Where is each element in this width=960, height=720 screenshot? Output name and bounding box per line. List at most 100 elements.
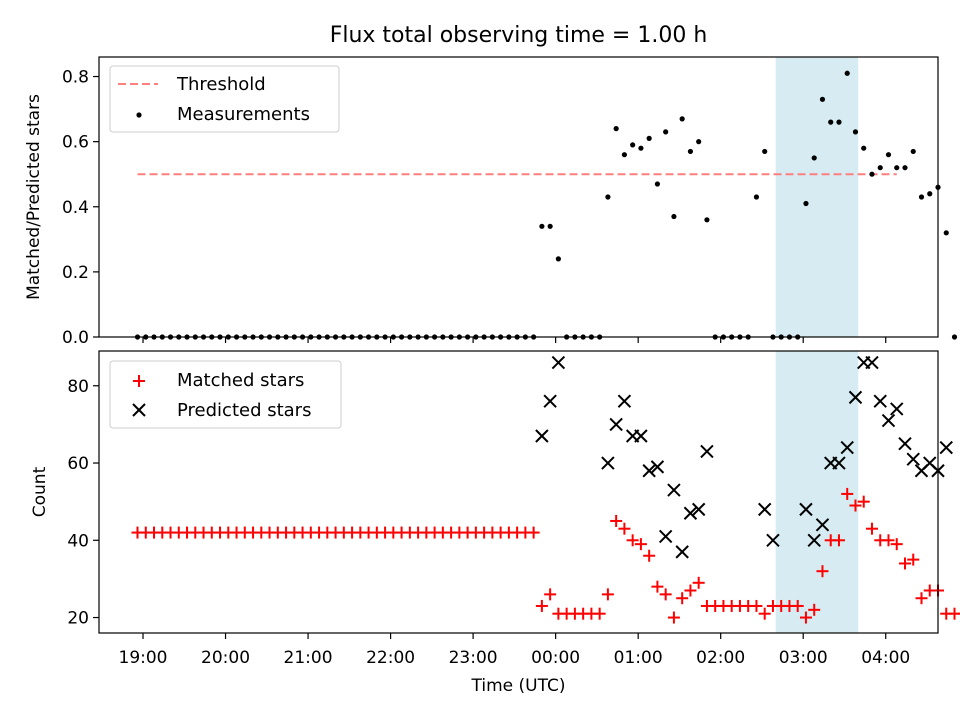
y-tick-label: 40 xyxy=(67,531,89,551)
measurement-point xyxy=(671,213,677,220)
measurement-point xyxy=(910,148,916,155)
measurement-point xyxy=(679,116,685,122)
predicted-star-marker xyxy=(832,456,846,470)
matched-star-marker xyxy=(634,538,647,551)
measurement-point xyxy=(811,155,817,161)
matched-star-marker xyxy=(758,607,771,620)
matched-star-marker xyxy=(832,534,845,547)
predicted-star-marker xyxy=(642,464,656,478)
predicted-star-marker xyxy=(815,518,830,532)
predicted-star-marker xyxy=(873,394,887,408)
measurement-point xyxy=(753,194,760,200)
matched-star-marker xyxy=(692,576,705,589)
y-tick-label: 60 xyxy=(67,454,89,474)
highlight-span-bottom xyxy=(775,351,859,633)
measurement-point xyxy=(704,217,710,223)
matched-star-marker xyxy=(857,495,870,508)
top-legend: Threshold Measurements xyxy=(109,65,340,133)
matched-star-marker xyxy=(626,534,639,547)
matched-star-marker xyxy=(593,607,606,620)
x-tick-label: 03:00 xyxy=(779,648,828,668)
top-y-axis-label: Matched/Predicted stars xyxy=(24,94,44,300)
matched-star-marker xyxy=(667,611,680,624)
matched-star-marker xyxy=(527,526,540,539)
bottom-axes-frame xyxy=(98,350,939,634)
matched-star-marker xyxy=(750,599,763,612)
matched-star-marker xyxy=(684,584,697,597)
matched-star-marker xyxy=(808,603,821,616)
predicted-star-marker xyxy=(683,506,698,520)
legend-matched-label: Matched stars xyxy=(177,370,304,391)
predicted-star-marker xyxy=(634,429,648,443)
matched-star-marker xyxy=(799,611,812,624)
measurement-point xyxy=(861,145,867,151)
x-tick-label: 04:00 xyxy=(861,648,910,668)
predicted-star-marker xyxy=(757,502,772,517)
matched-star-marker xyxy=(544,588,557,601)
predicted-star-marker xyxy=(881,413,896,428)
y-tick-label: 0.2 xyxy=(62,263,89,283)
x-tick-label: 23:00 xyxy=(449,648,498,668)
predicted-star-marker xyxy=(840,440,854,455)
measurement-point xyxy=(696,139,702,145)
legend-predicted-label: Predicted stars xyxy=(177,400,311,421)
matched-star-marker xyxy=(535,599,548,612)
matched-star-marker xyxy=(601,588,614,601)
measurement-point xyxy=(638,145,644,151)
predicted-star-marker xyxy=(939,440,953,455)
x-tick-label: 02:00 xyxy=(696,648,745,668)
y-tick-label: 0.8 xyxy=(62,68,89,88)
predicted-star-marker xyxy=(865,355,879,370)
predicted-star-marker xyxy=(601,456,615,470)
measurement-point xyxy=(762,148,768,155)
measurement-point xyxy=(630,142,636,148)
top-axes-frame xyxy=(98,56,939,338)
measurement-point xyxy=(894,165,900,171)
predicted-star-marker xyxy=(799,502,813,517)
measurement-point xyxy=(819,96,826,102)
matched-star-marker xyxy=(915,592,928,605)
predicted-star-marker xyxy=(848,390,863,405)
bottom-panel: 19:00 20:00 21:00 22:00 23:00 00:00 01:00 02:00… xyxy=(30,350,960,696)
measurement-point xyxy=(943,230,949,236)
predicted-star-marker xyxy=(906,452,920,466)
x-tick-label: 20:00 xyxy=(201,648,250,668)
matched-star-marker xyxy=(849,499,862,512)
matched-star-marker xyxy=(907,553,920,566)
legend-predicted-swatch xyxy=(132,403,146,417)
matched-star-marker xyxy=(618,522,631,535)
top-x-ticks xyxy=(142,337,887,343)
bottom-legend: Matched stars Predicted stars xyxy=(109,360,342,429)
chart-title: Flux total observing time = 1.00 h xyxy=(330,23,708,48)
measurement-point xyxy=(555,256,561,262)
predicted-star-marker xyxy=(766,533,780,547)
y-tick-label: 0.6 xyxy=(62,133,89,153)
x-tick-label: 19:00 xyxy=(119,648,168,668)
top-panel: 0.00.20.40.60.8 Matched/Predicted stars … xyxy=(24,56,958,348)
y-tick-label: 20 xyxy=(67,609,89,629)
predicted-star-marker xyxy=(543,394,557,408)
matched-star-marker xyxy=(610,514,623,527)
measurement-point xyxy=(828,119,834,125)
measurement-point xyxy=(918,194,925,200)
legend-box xyxy=(109,65,340,133)
matched-star-marker xyxy=(956,612,960,615)
measurement-point xyxy=(621,152,628,158)
measurement-point xyxy=(539,223,545,229)
highlight-span-top xyxy=(775,57,859,337)
measurement-point xyxy=(836,119,842,125)
predicted-star-marker xyxy=(551,355,566,370)
bottom-marks xyxy=(131,355,960,624)
measurement-point xyxy=(852,129,859,135)
legend-measurements-label: Measurements xyxy=(177,104,310,125)
bottom-y-ticks: 20 40 60 80 xyxy=(67,377,99,629)
x-tick-label: 21:00 xyxy=(284,648,333,668)
bottom-x-ticks: 19:00 20:00 21:00 22:00 23:00 00:00 01:00 02:00… xyxy=(119,633,910,668)
matched-star-marker xyxy=(841,487,854,500)
top-y-ticks: 0.0 0.2 0.4 0.6 0.8 xyxy=(62,68,99,348)
predicted-star-marker xyxy=(650,460,665,474)
bottom-y-axis-label: Count xyxy=(30,466,50,517)
measurement-point xyxy=(646,135,652,141)
matched-star-marker xyxy=(651,580,664,593)
